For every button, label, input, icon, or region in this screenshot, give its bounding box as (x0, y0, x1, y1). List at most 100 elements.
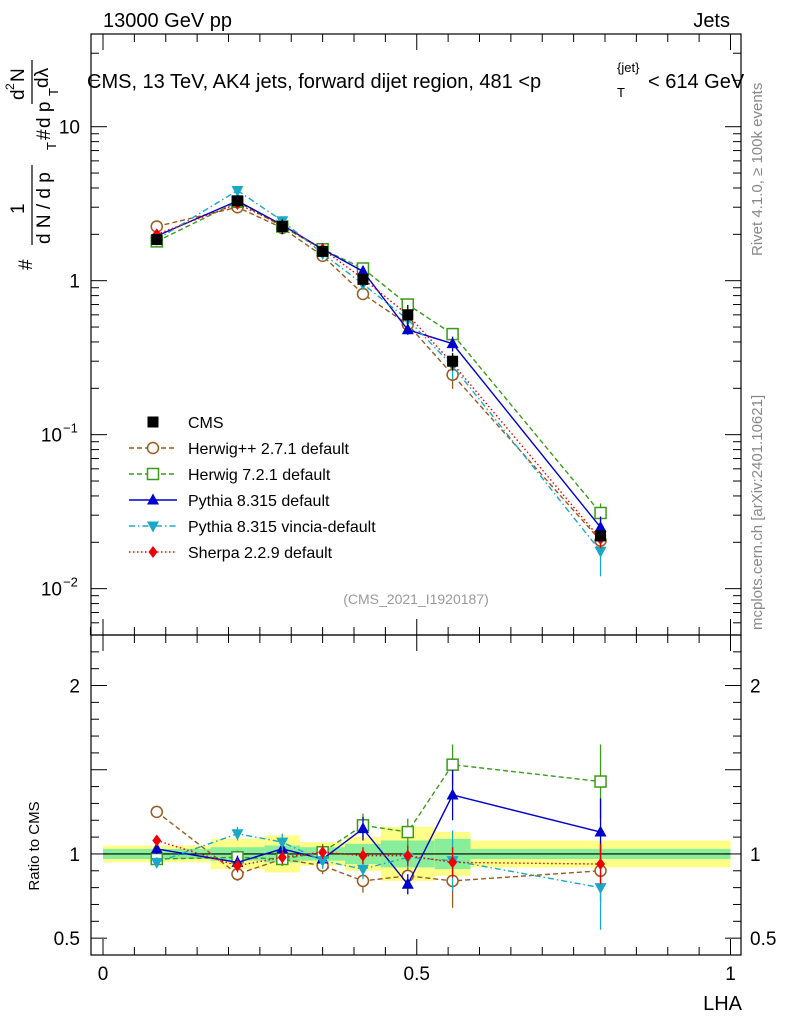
ratio-tick-label: 1 (69, 845, 80, 866)
analysis-label: (CMS_2021_I1920187) (343, 591, 489, 607)
cms-point (317, 245, 329, 257)
y-tick-exponent: −2 (63, 575, 78, 590)
main-series-line (156, 203, 602, 540)
rivet-label: Rivet 4.1.0, ≥ 100k events (749, 83, 766, 256)
ratio-series-line (156, 833, 601, 889)
ratio-point (150, 842, 163, 854)
ratio-point (401, 877, 414, 889)
ratio-point (401, 825, 415, 839)
cms-point (357, 273, 369, 285)
ratio-point (596, 858, 606, 871)
ratio-point (150, 857, 163, 869)
x-tick-label: 0 (98, 964, 109, 985)
legend-label: Herwig++ 2.7.1 default (188, 441, 350, 458)
title-superscript: {jet} (617, 60, 640, 75)
ratio-tick-label-right: 0.5 (750, 929, 776, 950)
main-point (401, 323, 414, 335)
legend-marker (147, 493, 159, 505)
title-subscript: T (617, 85, 625, 100)
y-tick-label: 10 (41, 426, 62, 447)
legend-marker (148, 546, 158, 558)
legend-entry-1: Herwig 7.2.1 default (129, 467, 331, 484)
category-label: Jets (693, 10, 730, 32)
cms-point (402, 309, 414, 321)
ratio-series-4 (152, 834, 606, 885)
ratio-panel: 0.5 0.5 1 1 2 2 0 0.5 1 (54, 634, 776, 985)
title-text: CMS, 13 TeV, AK4 jets, forward dijet reg… (87, 71, 541, 93)
main-series-3 (150, 186, 607, 577)
y-tick-exponent: −1 (63, 421, 78, 436)
legend-label: Herwig 7.2.1 default (188, 467, 331, 484)
ylabel-dp: d p (34, 102, 55, 128)
ylabel-sub-t-2: T (46, 88, 61, 96)
main-point (594, 546, 607, 558)
ratio-point (316, 856, 329, 868)
x-tick-label: 0.5 (404, 964, 430, 985)
legend-entry-3: Pythia 8.315 vincia-default (129, 519, 376, 536)
ratio-tick-label: 2 (69, 677, 80, 698)
legend-entry-2: Pythia 8.315 default (129, 493, 330, 510)
legend-marker (147, 416, 159, 428)
ylabel-dlambda: dλ (32, 67, 53, 88)
ratio-series-line (156, 763, 601, 860)
ratio-point (358, 849, 368, 862)
ratio-point (356, 864, 369, 876)
main-point (446, 337, 459, 349)
legend-label: Sherpa 2.2.9 default (188, 545, 333, 562)
ylabel-hash-1: # (16, 259, 37, 270)
ratio-point (446, 788, 459, 800)
ratio-point (356, 822, 369, 834)
mcplots-label: mcplots.cern.ch [arXiv:2401.10621] (749, 395, 766, 630)
ratio-point (277, 851, 287, 864)
ratio-point (446, 758, 459, 771)
legend-label: CMS (188, 415, 224, 432)
ratio-tick-label-right: 2 (750, 677, 761, 698)
ratio-point (448, 856, 458, 869)
main-point (356, 264, 369, 276)
ratio-point (594, 825, 607, 837)
legend-marker (146, 467, 160, 481)
legend-label: Pythia 8.315 vincia-default (188, 519, 376, 536)
ratio-point (231, 829, 244, 841)
plot-title: CMS, 13 TeV, AK4 jets, forward dijet reg… (87, 60, 745, 100)
main-point (594, 520, 607, 532)
legend-marker (146, 441, 160, 455)
main-series-line (156, 201, 602, 514)
ratio-point (276, 837, 289, 849)
ratio-series-line (156, 794, 601, 886)
ylabel-hash-2: # (34, 129, 55, 140)
cms-point (151, 234, 163, 246)
ratio-tick-label-right: 1 (750, 845, 761, 866)
ylabel-denominator: d N / d p (34, 172, 55, 244)
legend-entry-cms: CMS (147, 415, 224, 432)
ylabel-sub-t-1: T (44, 142, 59, 150)
ratio-frame (90, 634, 742, 956)
y-axis-label: # 1 d N / d p T # d p T d 2 N dλ (3, 60, 61, 270)
ylabel-sup-2: 2 (3, 83, 17, 90)
x-tick-label: 1 (725, 964, 736, 985)
cms-point (447, 355, 459, 367)
legend-entry-0: Herwig++ 2.7.1 default (129, 441, 350, 458)
ratio-ylabel: Ratio to CMS (26, 801, 43, 890)
main-series-line (156, 189, 602, 552)
ratio-point (594, 775, 607, 788)
legend-entry-4: Sherpa 2.2.9 default (129, 545, 333, 562)
cms-point (595, 530, 607, 542)
y-tick-label: 10 (41, 580, 62, 601)
cms-point (231, 195, 243, 207)
ylabel-n: N (8, 68, 29, 82)
ratio-series-line (156, 839, 601, 867)
cms-data-points (151, 195, 607, 542)
main-series-line (156, 200, 602, 528)
ratio-point (152, 834, 162, 847)
ratio-tick-label: 0.5 (54, 929, 80, 950)
x-axis-label: LHA (703, 993, 743, 1015)
y-tick-label: 10 (59, 118, 80, 139)
ratio-point (232, 859, 242, 872)
ylabel-d: d (8, 89, 29, 100)
y-tick-label: 1 (69, 272, 80, 293)
ratio-point (318, 846, 328, 859)
ratio-point (594, 883, 607, 895)
